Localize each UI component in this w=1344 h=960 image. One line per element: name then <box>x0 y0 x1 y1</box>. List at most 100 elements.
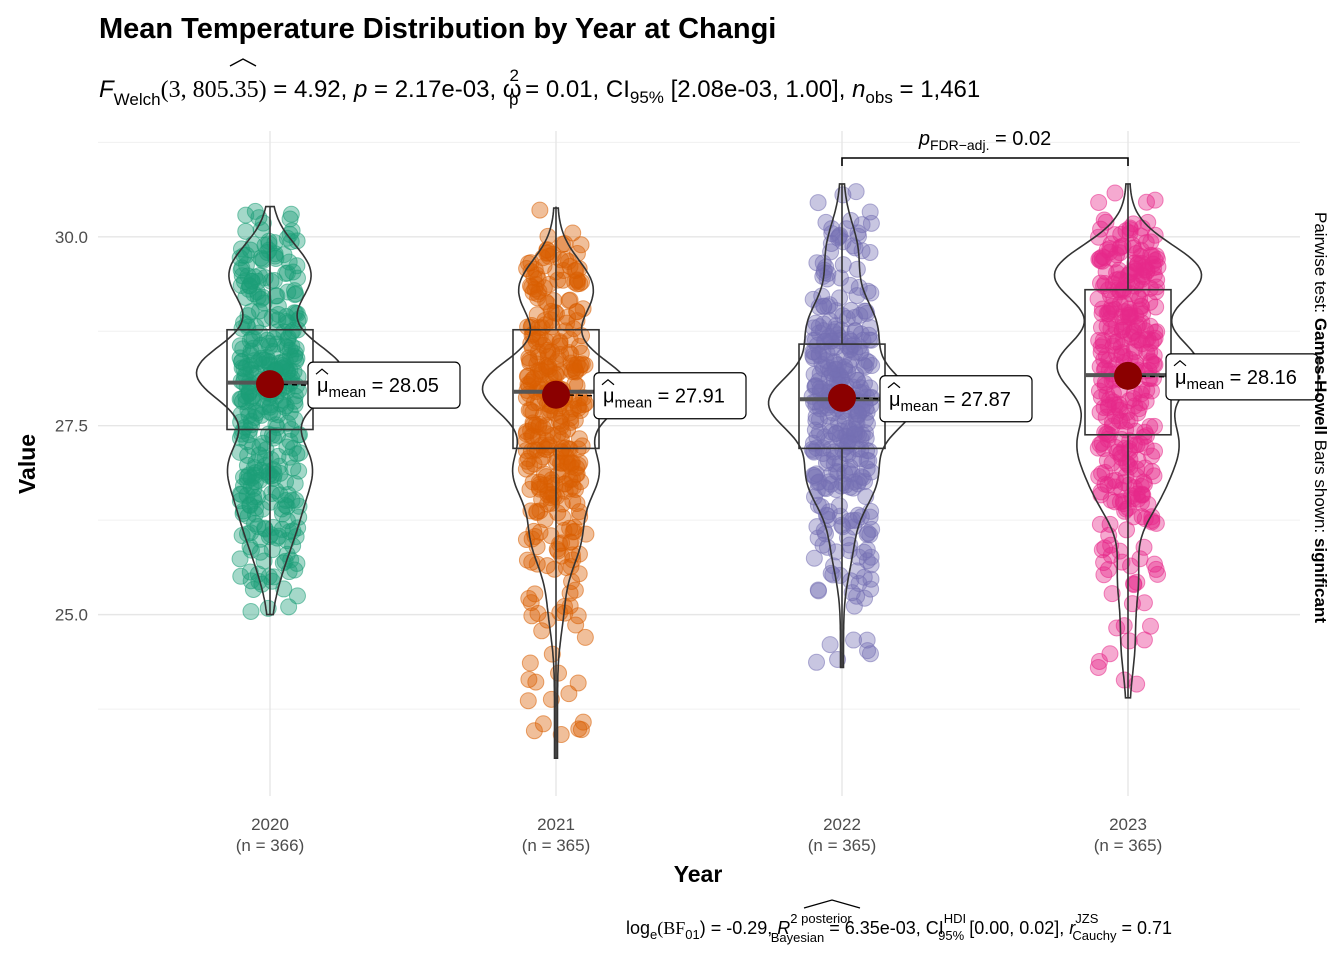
data-point <box>859 642 877 660</box>
data-point <box>1106 478 1124 496</box>
data-point <box>287 340 305 358</box>
data-point <box>525 369 543 387</box>
data-point <box>804 347 822 365</box>
data-point <box>570 545 588 563</box>
violin-2022 <box>767 183 917 669</box>
data-point <box>231 550 249 568</box>
data-point <box>1147 283 1165 301</box>
y-axis-ticks: 25.0 27.5 30.0 <box>55 228 88 625</box>
data-point <box>1106 184 1124 202</box>
data-point <box>531 451 549 469</box>
data-point <box>846 425 864 443</box>
data-point <box>1120 392 1138 410</box>
data-point <box>1093 541 1111 559</box>
data-point <box>290 462 308 480</box>
data-point <box>1127 467 1145 485</box>
data-point <box>807 393 825 411</box>
mean-point <box>1114 361 1142 390</box>
data-point <box>834 256 852 274</box>
x-tick-n-label: (n = 366) <box>236 836 305 855</box>
data-point <box>1090 193 1108 211</box>
pairwise-comparison: pFDR−adj. = 0.02 <box>841 128 1129 166</box>
data-point <box>850 548 868 566</box>
data-point <box>243 272 261 290</box>
mean-label-text: μmean = 27.91 <box>603 386 725 412</box>
data-point <box>848 287 866 305</box>
y-tick-label: 30.0 <box>55 228 88 247</box>
data-point <box>568 459 586 477</box>
data-point <box>1141 617 1159 635</box>
data-point <box>287 352 305 370</box>
data-point <box>537 292 555 310</box>
data-point <box>548 540 566 558</box>
data-point <box>817 213 835 231</box>
data-point <box>232 405 250 423</box>
data-point <box>519 692 537 710</box>
group-2022: μmean = 27.87 <box>767 183 1033 671</box>
mu-hat-icon <box>315 368 329 375</box>
data-point <box>288 587 306 605</box>
data-point <box>842 301 860 319</box>
data-point <box>1118 521 1136 539</box>
data-point <box>862 463 880 481</box>
data-groups: μmean = 28.05 μmean = 27.91 μmean = 27.87 μ… <box>195 183 1319 759</box>
data-point <box>577 525 595 543</box>
data-point <box>525 722 543 740</box>
data-point <box>552 251 570 269</box>
data-point <box>1116 439 1134 457</box>
x-tick-n-label: (n = 365) <box>808 836 877 855</box>
data-point <box>288 232 306 250</box>
group-2023: μmean = 28.16 <box>1053 183 1319 699</box>
data-point <box>248 283 266 301</box>
data-point <box>554 508 572 526</box>
data-point <box>848 260 866 278</box>
data-point <box>560 685 578 703</box>
data-point <box>572 721 590 739</box>
data-point <box>260 235 278 253</box>
data-point <box>549 542 567 560</box>
data-point <box>568 312 586 330</box>
mean-label-box <box>1165 353 1319 401</box>
mean-label-2021: μmean = 27.91 <box>593 372 747 420</box>
data-point <box>241 497 259 515</box>
data-point <box>853 242 871 260</box>
y-tick-label: 27.5 <box>55 417 88 436</box>
data-point <box>567 261 585 279</box>
data-point <box>263 484 281 502</box>
data-point <box>1102 491 1120 509</box>
mean-label-2020: μmean = 28.05 <box>307 361 461 409</box>
data-point <box>1108 619 1126 637</box>
data-point <box>265 429 283 447</box>
data-point <box>1095 566 1113 584</box>
data-point <box>1142 382 1160 400</box>
data-point <box>1095 399 1113 417</box>
data-point <box>1126 422 1144 440</box>
data-point <box>827 424 845 442</box>
data-point <box>818 538 836 556</box>
data-point <box>1133 219 1151 237</box>
data-point <box>805 549 823 567</box>
data-point <box>250 573 268 591</box>
data-point <box>1131 301 1149 319</box>
comparison-bracket <box>841 157 1129 166</box>
data-point <box>859 524 877 542</box>
data-point <box>266 245 284 263</box>
data-point <box>549 504 567 522</box>
data-point <box>232 567 250 585</box>
data-point <box>843 434 861 452</box>
data-point <box>1128 331 1146 349</box>
data-point <box>809 581 827 599</box>
data-point <box>1113 412 1131 430</box>
data-point <box>1134 486 1152 504</box>
y-axis-title: Value <box>14 434 40 494</box>
data-point <box>1095 277 1113 295</box>
data-point <box>1111 295 1129 313</box>
mean-label-2022: μmean = 27.87 <box>879 375 1033 423</box>
data-point <box>849 475 867 493</box>
data-point <box>529 605 547 623</box>
data-point <box>1097 425 1115 443</box>
data-point <box>827 338 845 356</box>
data-point <box>1132 241 1150 259</box>
mean-label-box <box>307 361 461 409</box>
data-point <box>1132 247 1150 265</box>
